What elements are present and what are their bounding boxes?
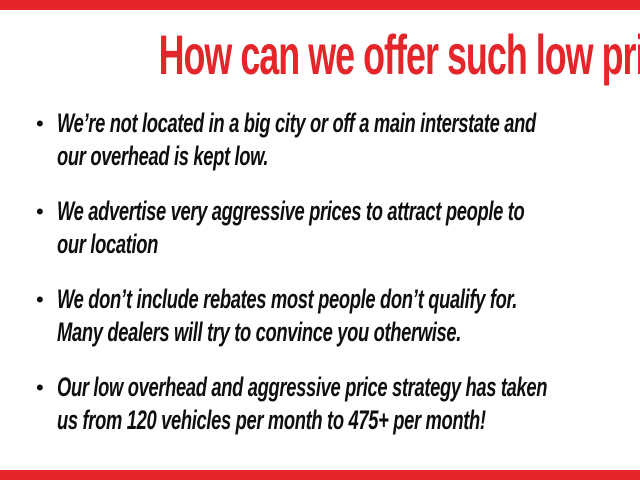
bullet-list: • We’re not located in a big city or off…	[0, 107, 640, 437]
bottom-accent-bar	[0, 470, 640, 480]
bullet-item: • We don’t include rebates most people d…	[36, 283, 640, 349]
bullet-text: We don’t include rebates most people don…	[57, 283, 640, 349]
bullet-line: us from 120 vehicles per month to 475+ p…	[57, 404, 486, 435]
page-title-text: How can we offer such low prices?	[158, 23, 640, 86]
bullet-item: • We advertise very aggressive prices to…	[36, 195, 640, 261]
bullet-item: • We’re not located in a big city or off…	[36, 107, 640, 173]
bullet-marker-icon: •	[36, 110, 44, 136]
bullet-item: • Our low overhead and aggressive price …	[36, 371, 640, 437]
page-title: How can we offer such low prices?	[0, 16, 640, 85]
bullet-marker-icon: •	[36, 198, 44, 224]
bullet-line: We’re not located in a big city or off a…	[57, 107, 536, 138]
bullet-line: Many dealers will try to convince you ot…	[57, 316, 462, 347]
bullet-line: We don’t include rebates most people don…	[57, 283, 518, 314]
bullet-line: We advertise very aggressive prices to a…	[57, 195, 525, 226]
bullet-text: We advertise very aggressive prices to a…	[57, 195, 640, 261]
bullet-marker-icon: •	[36, 374, 44, 400]
bullet-text: We’re not located in a big city or off a…	[57, 107, 640, 173]
bullet-marker-icon: •	[36, 286, 44, 312]
bullet-line: our location	[57, 228, 158, 259]
bullet-line: Our low overhead and aggressive price st…	[57, 371, 548, 402]
top-accent-bar	[0, 0, 640, 10]
bullet-line: our overhead is kept low.	[57, 140, 269, 171]
bullet-text: Our low overhead and aggressive price st…	[57, 371, 640, 437]
